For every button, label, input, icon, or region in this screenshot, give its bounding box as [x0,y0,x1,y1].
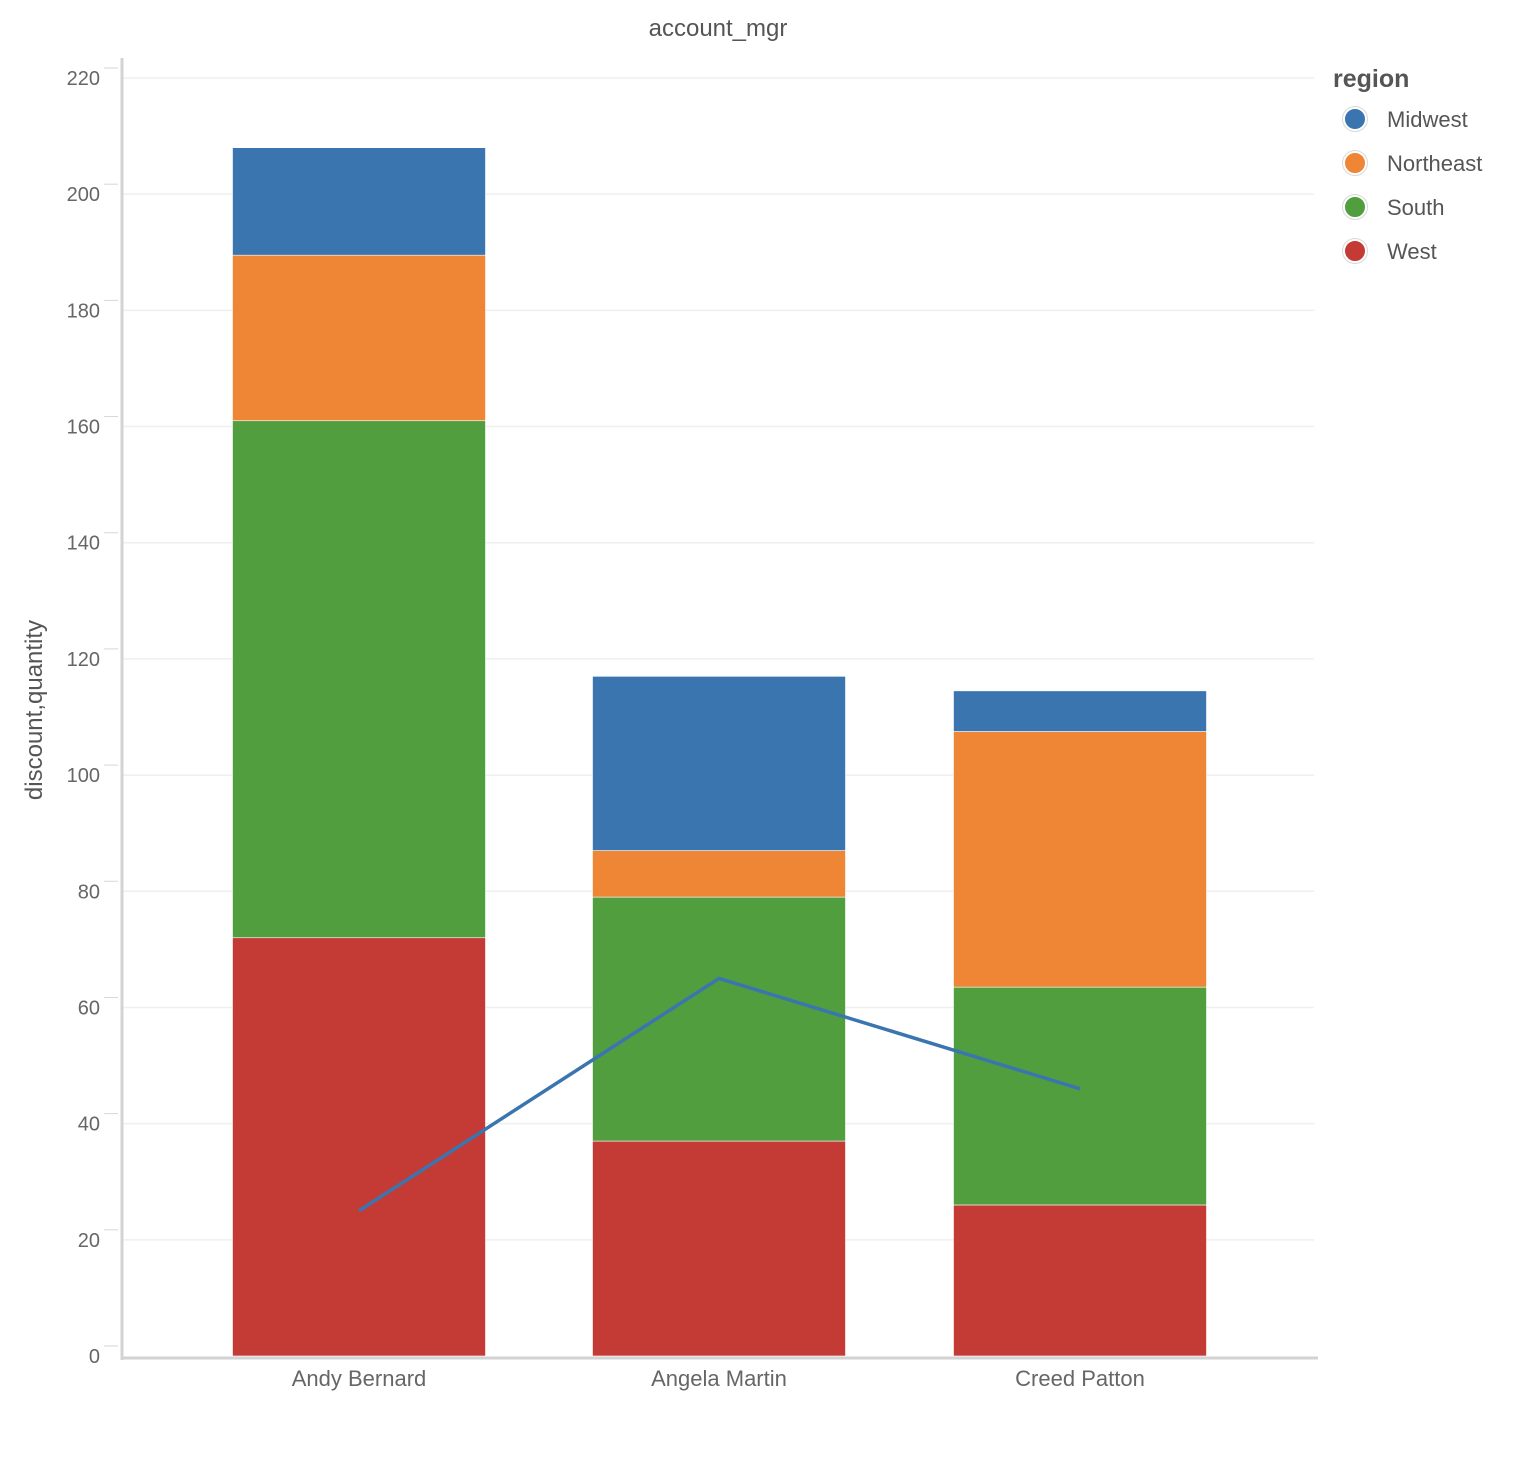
bar-west-0[interactable] [232,937,486,1357]
bar-northeast-1[interactable] [592,850,846,898]
legend-swatch-northeast[interactable] [1343,151,1367,175]
x-tick-label: Creed Patton [1015,1366,1145,1391]
chart-title: account_mgr [649,15,788,42]
y-tick-label: 60 [78,997,100,1019]
x-tick-label: Andy Bernard [292,1366,427,1391]
bar-midwest-0[interactable] [232,147,486,256]
bars [232,147,1207,1357]
y-tick-label: 20 [78,1230,100,1252]
legend-swatch-ring [1342,150,1368,176]
x-tick-label: Angela Martin [651,1366,787,1391]
legend-title: region [1333,65,1409,93]
bar-south-1[interactable] [592,896,846,1142]
legend: region Midwest Northeast South West [1333,65,1482,264]
legend-label-west[interactable]: West [1387,239,1437,264]
bar-south-2[interactable] [953,986,1207,1206]
axes: 0 20 40 60 80 100 120 140 160 180 200 220 Andy Berna… [67,58,1318,1391]
bar-northeast-0[interactable] [232,254,486,422]
legend-swatch-midwest[interactable] [1343,107,1367,131]
line-series [358,976,1081,1213]
y-tick-label: 160 [67,417,100,439]
bar-northeast-2[interactable] [953,731,1207,988]
legend-swatch-south[interactable] [1343,195,1367,219]
legend-swatch-ring [1342,238,1368,264]
legend-swatch-ring [1342,194,1368,220]
y-tick-label: 40 [78,1114,100,1136]
y-tick-label: 180 [67,300,100,322]
y-tick-label: 100 [67,765,100,787]
bar-midwest-2[interactable] [953,690,1207,732]
bar-midwest-1[interactable] [592,676,846,851]
legend-label-midwest[interactable]: Midwest [1387,107,1468,132]
y-tick-label: 120 [67,649,100,671]
y-tick-label: 200 [67,184,100,206]
legend-label-northeast[interactable]: Northeast [1387,151,1482,176]
y-tick-label: 80 [78,881,100,903]
bar-south-0[interactable] [232,420,486,939]
legend-swatch-ring [1342,106,1368,132]
y-tick-label: 0 [89,1346,100,1368]
bar-west-2[interactable] [953,1204,1207,1357]
y-axis-title: discount,quantity [21,620,48,800]
legend-swatch-west[interactable] [1343,239,1367,263]
y-tick-label: 140 [67,533,100,555]
legend-label-south[interactable]: South [1387,195,1445,220]
y-tick-label: 220 [67,68,100,90]
line-path[interactable] [358,976,1081,1213]
bar-west-1[interactable] [592,1140,846,1357]
